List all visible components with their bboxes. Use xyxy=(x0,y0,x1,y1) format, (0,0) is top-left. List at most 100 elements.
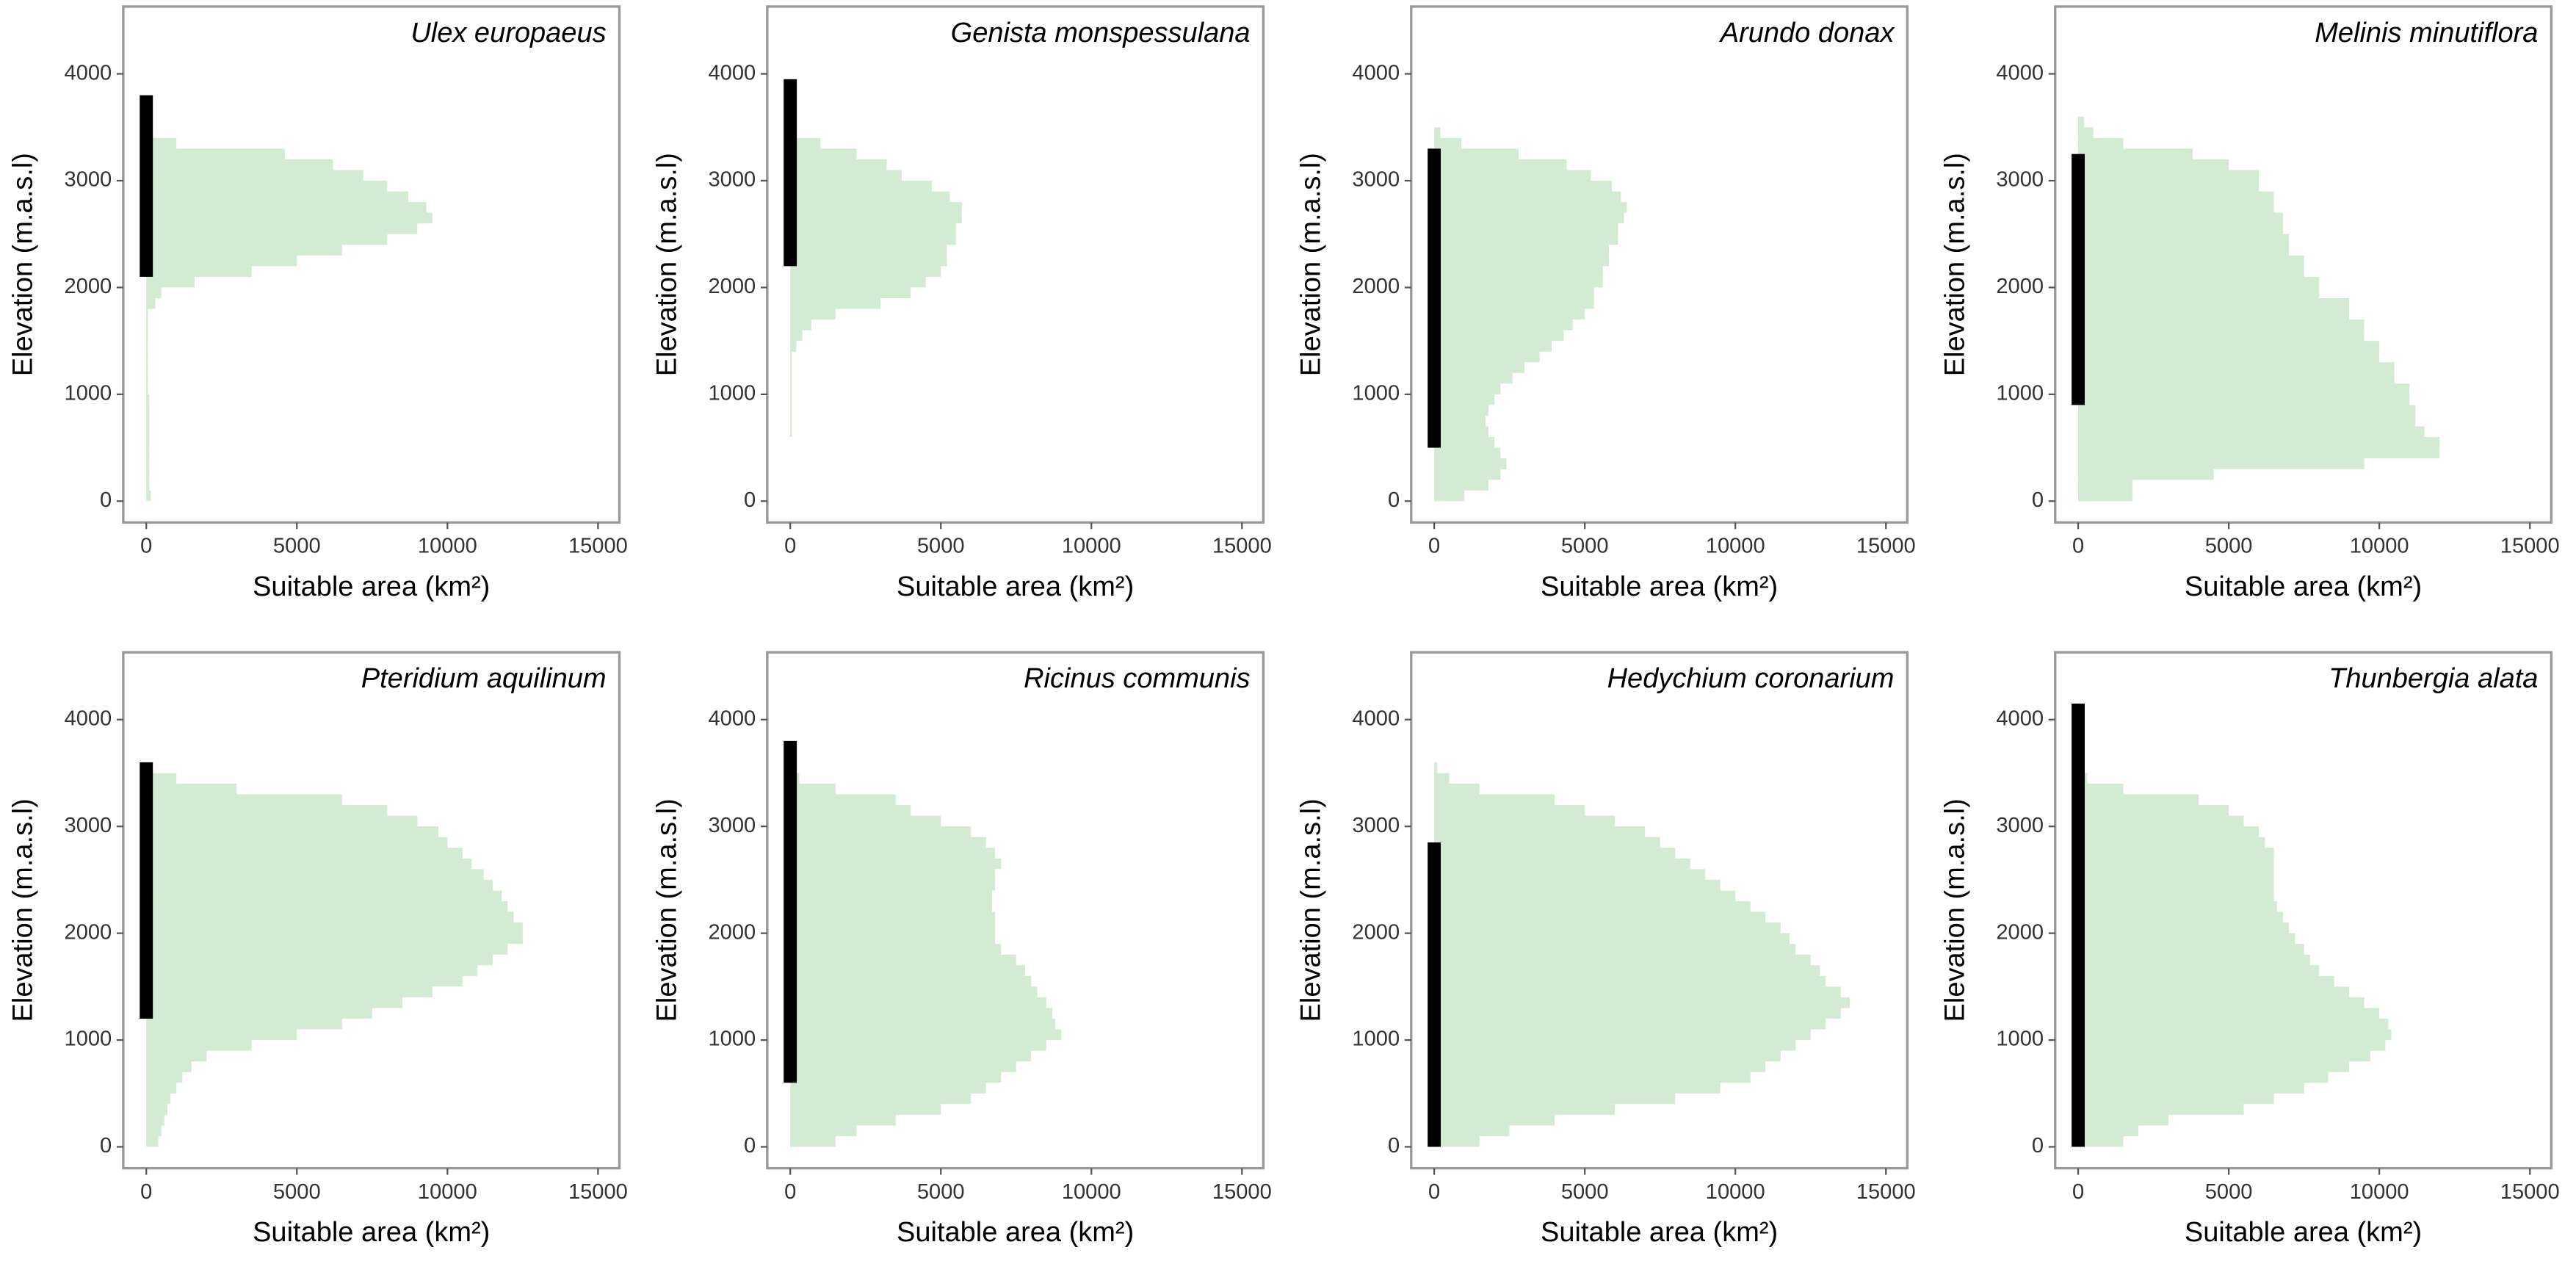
panel: 0 1000 2000 3000 4000 0 5000 10000 15000 Suitable… xyxy=(1940,651,2560,1248)
histogram-bar xyxy=(146,1050,207,1062)
histogram-bar xyxy=(146,805,388,816)
histogram-bar xyxy=(2078,900,2277,912)
histogram-bar xyxy=(790,975,1032,987)
histogram-bar xyxy=(2078,266,2304,277)
histogram-bar xyxy=(1434,869,1706,880)
x-tick-label: 15000 xyxy=(1856,535,1916,558)
histogram-bar xyxy=(146,1061,192,1072)
x-tick-label: 15000 xyxy=(568,1180,628,1204)
histogram-bar xyxy=(2078,954,2310,966)
histogram-bar xyxy=(146,276,195,288)
histogram-bar xyxy=(1434,1040,1796,1051)
histogram-bar xyxy=(1434,837,1660,848)
histogram-bar xyxy=(2078,469,2214,480)
histogram-bar xyxy=(146,212,433,224)
histogram-bar xyxy=(146,1104,167,1115)
x-tick-label: 15000 xyxy=(568,535,628,558)
x-tick-label: 0 xyxy=(2072,535,2084,558)
histogram-bar xyxy=(2078,1050,2370,1062)
histogram-bar xyxy=(1434,212,1624,224)
histogram-bar xyxy=(1434,1135,1480,1147)
x-tick-label: 0 xyxy=(784,535,796,558)
histogram-bar xyxy=(1434,405,1488,416)
x-tick-label: 5000 xyxy=(2205,535,2253,558)
y-axis-title: Elevation (m.a.s.l) xyxy=(1940,153,1971,376)
histogram-bar xyxy=(1434,245,1609,256)
histogram-bar xyxy=(790,1114,896,1126)
histogram-bar xyxy=(790,986,1038,997)
histogram-bar xyxy=(790,191,950,203)
y-tick-label: 0 xyxy=(744,488,756,512)
histogram-bar xyxy=(146,287,162,298)
histogram-bar xyxy=(1434,784,1480,795)
y-tick-label: 3000 xyxy=(1352,168,1400,192)
x-axis-title: Suitable area (km²) xyxy=(253,571,490,602)
y-tick-label: 1000 xyxy=(708,1028,756,1051)
histogram-bar xyxy=(2078,815,2244,827)
histogram-bar xyxy=(1434,191,1621,203)
species-title: Pteridium aquilinum xyxy=(361,663,607,694)
y-axis-title: Elevation (m.a.s.l) xyxy=(1940,798,1971,1022)
x-tick-label: 10000 xyxy=(1062,1180,1121,1204)
x-tick-label: 5000 xyxy=(1561,535,1609,558)
histogram-bar xyxy=(146,297,156,309)
histogram-bar xyxy=(1434,805,1585,816)
species-title: Thunbergia alata xyxy=(2329,663,2538,694)
y-tick-label: 1000 xyxy=(65,382,112,405)
histogram-bar xyxy=(790,1008,1052,1019)
histogram-bar xyxy=(1434,362,1525,373)
histogram-bar xyxy=(1434,490,1465,502)
histogram-bar xyxy=(1434,276,1603,288)
histogram-bar xyxy=(790,826,972,837)
elevation-range-bar xyxy=(140,762,153,1019)
histogram-bar xyxy=(146,255,297,267)
histogram-bar xyxy=(1434,1061,1766,1072)
histogram-bar xyxy=(1434,815,1616,827)
x-tick-label: 5000 xyxy=(2205,1180,2253,1204)
histogram-bar xyxy=(146,911,514,923)
histogram-bar xyxy=(2078,784,2124,795)
histogram-bar xyxy=(1434,266,1603,277)
histogram-bar xyxy=(146,848,463,859)
histogram-bar xyxy=(1434,351,1540,363)
histogram-bar xyxy=(1434,1018,1826,1030)
histogram-bar xyxy=(790,933,996,945)
histogram-bar xyxy=(1434,944,1796,955)
histogram-bar xyxy=(146,170,363,181)
y-tick-label: 1000 xyxy=(1352,1028,1400,1051)
histogram-bar xyxy=(2078,794,2199,806)
x-tick-label: 0 xyxy=(784,1180,796,1204)
y-tick-label: 4000 xyxy=(1352,707,1400,730)
histogram-bar xyxy=(2078,394,2410,405)
histogram-bar xyxy=(146,890,502,901)
x-tick-label: 10000 xyxy=(418,535,477,558)
y-tick-label: 4000 xyxy=(65,707,112,730)
histogram-bar xyxy=(146,351,148,363)
histogram-bar xyxy=(790,362,792,373)
histogram-bar xyxy=(790,287,911,298)
histogram-bar xyxy=(2078,148,2193,159)
histogram-bar xyxy=(790,319,811,331)
histogram-bar xyxy=(790,944,1002,955)
histogram-bar xyxy=(1434,1050,1781,1062)
histogram-bar xyxy=(146,447,150,459)
histogram-bar xyxy=(146,266,252,277)
panel: 0 1000 2000 3000 4000 0 5000 10000 15000 Suitable… xyxy=(8,5,628,602)
histogram-bar xyxy=(1434,1008,1841,1019)
histogram-bar xyxy=(790,394,792,405)
histogram-bar xyxy=(146,362,148,373)
histogram-bar xyxy=(1434,890,1736,901)
y-axis-title: Elevation (m.a.s.l) xyxy=(1296,798,1327,1022)
histogram-bar xyxy=(2078,137,2124,149)
histogram-bar xyxy=(790,922,996,933)
histogram-bar xyxy=(146,1072,183,1083)
histogram-bar xyxy=(146,784,237,795)
panel: 0 1000 2000 3000 4000 0 5000 10000 15000 Suitable… xyxy=(1940,5,2560,602)
y-tick-label: 1000 xyxy=(1996,1028,2044,1051)
histogram-bar xyxy=(790,997,1046,1008)
histogram-bar xyxy=(146,965,478,976)
histogram-bar xyxy=(1434,1083,1721,1094)
panel: 0 1000 2000 3000 4000 0 5000 10000 15000 Suitable… xyxy=(652,5,1272,602)
histogram-bar xyxy=(146,933,523,945)
